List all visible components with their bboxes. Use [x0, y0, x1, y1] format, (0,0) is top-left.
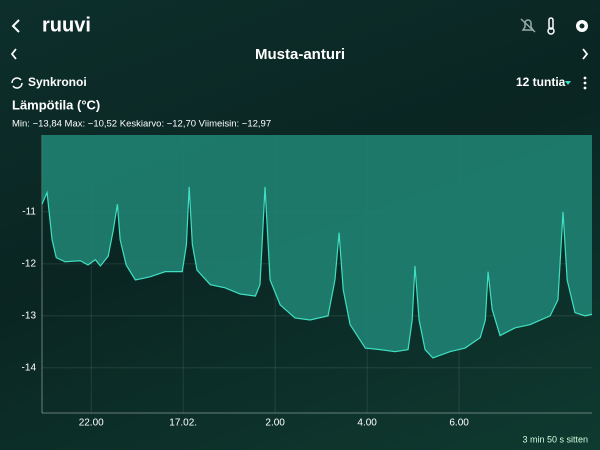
sensor-name: Musta-anturi — [255, 46, 345, 63]
line — [41, 186, 593, 359]
thermometer-icon[interactable] — [547, 17, 555, 35]
y-tick-label: -14 — [22, 362, 37, 373]
prev-sensor[interactable] — [10, 48, 17, 60]
x-tick-label: 2.00 — [265, 418, 285, 429]
x-tick-label: 17.02. — [169, 418, 197, 429]
sync-icon[interactable] — [11, 77, 23, 89]
y-tick-label: -11 — [22, 207, 36, 218]
logo: ruuvi — [42, 14, 91, 36]
chart-title: Lämpötila (°C) — [12, 97, 100, 112]
x-tick-label: 22.00 — [79, 418, 104, 429]
period-dropdown-arrow[interactable] — [565, 81, 571, 85]
more-menu[interactable] — [583, 76, 587, 90]
updated-time: 3 min 50 s sitten — [522, 434, 588, 444]
next-sensor[interactable] — [582, 48, 589, 60]
back-button[interactable] — [11, 19, 20, 33]
alert-icon[interactable] — [520, 18, 536, 33]
y-tick-label: -13 — [22, 310, 37, 321]
x-tick-label: 4.00 — [357, 418, 377, 429]
chart-stats: Min: −13,84 Max: −10,52 Keskiarvo: −12,7… — [12, 119, 271, 130]
settings-icon[interactable] — [576, 20, 588, 32]
area-fill — [42, 135, 592, 358]
y-tick-label: -12 — [22, 259, 37, 270]
plot: -11 -12 -13 -14 22.00 17.02. 2.00 4.00 6.00 — [22, 135, 593, 429]
x-tick-label: 6.00 — [449, 418, 469, 429]
period-selector[interactable]: 12 tuntia — [516, 75, 566, 89]
sync-button[interactable]: Synkronoi — [28, 75, 87, 89]
